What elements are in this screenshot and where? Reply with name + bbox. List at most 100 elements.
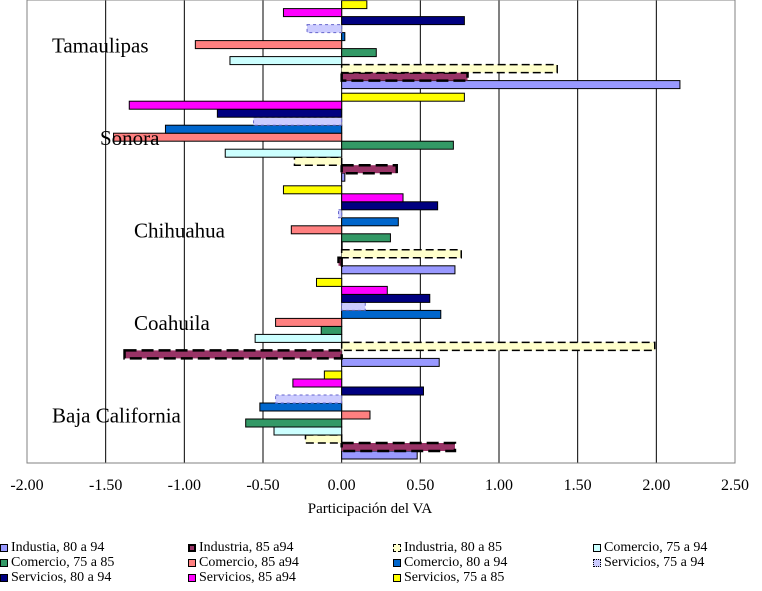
bar xyxy=(341,48,377,58)
legend: Industia, 80 a 94 Industria, 85 a94 Indust… xyxy=(0,539,762,591)
category-label: Baja California xyxy=(52,404,182,428)
bar xyxy=(341,233,391,243)
legend-swatch xyxy=(393,544,401,552)
bar xyxy=(341,301,366,311)
bar xyxy=(259,402,343,412)
legend-swatch xyxy=(393,574,401,582)
bar xyxy=(229,56,343,66)
x-tick-label: 0.50 xyxy=(406,477,434,494)
category-label: Tamaulipas xyxy=(52,33,149,57)
bar xyxy=(341,172,346,182)
legend-swatch xyxy=(188,574,196,582)
bar xyxy=(341,217,399,227)
bar xyxy=(341,265,456,275)
bar xyxy=(340,441,457,453)
category-label: Coahuila xyxy=(134,311,210,335)
legend-item: Servicios, 75 a 94 xyxy=(593,556,704,570)
legend-swatch xyxy=(0,559,8,567)
bar xyxy=(290,225,343,235)
bar xyxy=(340,63,558,74)
bar xyxy=(293,156,343,166)
bar xyxy=(275,394,343,404)
legend-label: Industria, 85 a94 xyxy=(199,540,294,555)
category-labels: Baja California Coahuila Chihuahua Sonora Ta… xyxy=(52,33,226,427)
bar xyxy=(292,378,343,388)
x-tick-labels: -2.00 -1.50 -1.00 -0.50 0.00 0.50 1.00 1.50 2.00… xyxy=(10,477,749,494)
legend-swatch xyxy=(0,574,8,582)
bar xyxy=(340,163,398,175)
bar xyxy=(341,285,388,295)
legend-item: Comercio, 75 a 94 xyxy=(593,541,707,555)
legend-swatch xyxy=(593,559,601,567)
x-tick-label: 2.50 xyxy=(721,477,749,494)
bar xyxy=(275,317,343,327)
x-tick-label: -2.00 xyxy=(10,477,43,494)
legend-item: Servicios, 75 a 85 xyxy=(393,571,504,585)
bar xyxy=(282,8,343,18)
bars-group xyxy=(113,0,681,460)
bar xyxy=(341,193,404,203)
bar xyxy=(273,426,343,436)
legend-label: Servicios, 85 a94 xyxy=(199,570,296,585)
bar xyxy=(341,140,454,150)
bar xyxy=(320,325,343,335)
chart-svg: Baja California Coahuila Chihuahua Sonora Ta… xyxy=(10,0,749,517)
bar xyxy=(245,418,343,428)
bar xyxy=(341,309,442,319)
bar xyxy=(341,16,465,26)
legend-swatch xyxy=(593,544,601,552)
legend-item: Comercio, 75 a 85 xyxy=(0,556,114,570)
legend-label: Industria, 80 a 85 xyxy=(404,540,502,555)
legend-label: Servicios, 80 a 94 xyxy=(11,570,112,585)
category-label: Chihuahua xyxy=(134,219,226,243)
bar xyxy=(341,0,368,10)
x-tick-label: 1.50 xyxy=(564,477,592,494)
x-tick-label: -1.00 xyxy=(168,477,201,494)
legend-label: Servicios, 75 a 94 xyxy=(604,555,705,570)
x-tick-label: 1.00 xyxy=(485,477,513,494)
legend-label: Comercio, 80 a 94 xyxy=(404,555,508,570)
legend-label: Industia, 80 a 94 xyxy=(11,540,105,555)
bar xyxy=(341,201,439,211)
bar xyxy=(341,241,343,251)
x-tick-label: 2.00 xyxy=(642,477,670,494)
bar xyxy=(337,256,343,268)
legend-item: Industia, 80 a 94 xyxy=(0,541,104,555)
bar xyxy=(123,349,343,360)
bar xyxy=(323,370,343,380)
legend-label: Comercio, 75 a 94 xyxy=(604,540,708,555)
x-axis-label: Participación del VA xyxy=(308,501,433,517)
bar xyxy=(128,100,343,110)
legend-swatch xyxy=(393,559,401,567)
bar xyxy=(164,124,343,134)
category-label: Sonora xyxy=(100,126,160,150)
bar xyxy=(340,249,462,259)
bar xyxy=(282,185,343,195)
legend-label: Comercio, 75 a 85 xyxy=(11,555,115,570)
bar xyxy=(194,40,343,50)
legend-swatch xyxy=(188,559,196,567)
bar xyxy=(338,209,343,219)
legend-item: Servicios, 80 a 94 xyxy=(0,571,111,585)
x-tick-label: -1.50 xyxy=(89,477,122,494)
bar xyxy=(224,148,343,158)
bar xyxy=(341,32,346,42)
bar xyxy=(341,92,465,102)
legend-item: Comercio, 80 a 94 xyxy=(393,556,507,570)
legend-item: Industria, 80 a 85 xyxy=(393,541,502,555)
bar xyxy=(216,108,343,118)
legend-swatch xyxy=(0,544,8,552)
bar xyxy=(340,341,656,352)
legend-item: Comercio, 85 a94 xyxy=(188,556,299,570)
x-tick-label: 0.00 xyxy=(328,477,356,494)
bar xyxy=(315,277,343,287)
bar xyxy=(340,71,469,82)
bar xyxy=(254,333,343,343)
bar xyxy=(341,80,681,90)
bar xyxy=(341,357,440,367)
legend-item: Industria, 85 a94 xyxy=(188,541,293,555)
legend-label: Comercio, 85 a94 xyxy=(199,555,299,570)
plot-area-border xyxy=(26,0,736,464)
legend-label: Servicios, 75 a 85 xyxy=(404,570,505,585)
legend-item: Servicios, 85 a94 xyxy=(188,571,296,585)
